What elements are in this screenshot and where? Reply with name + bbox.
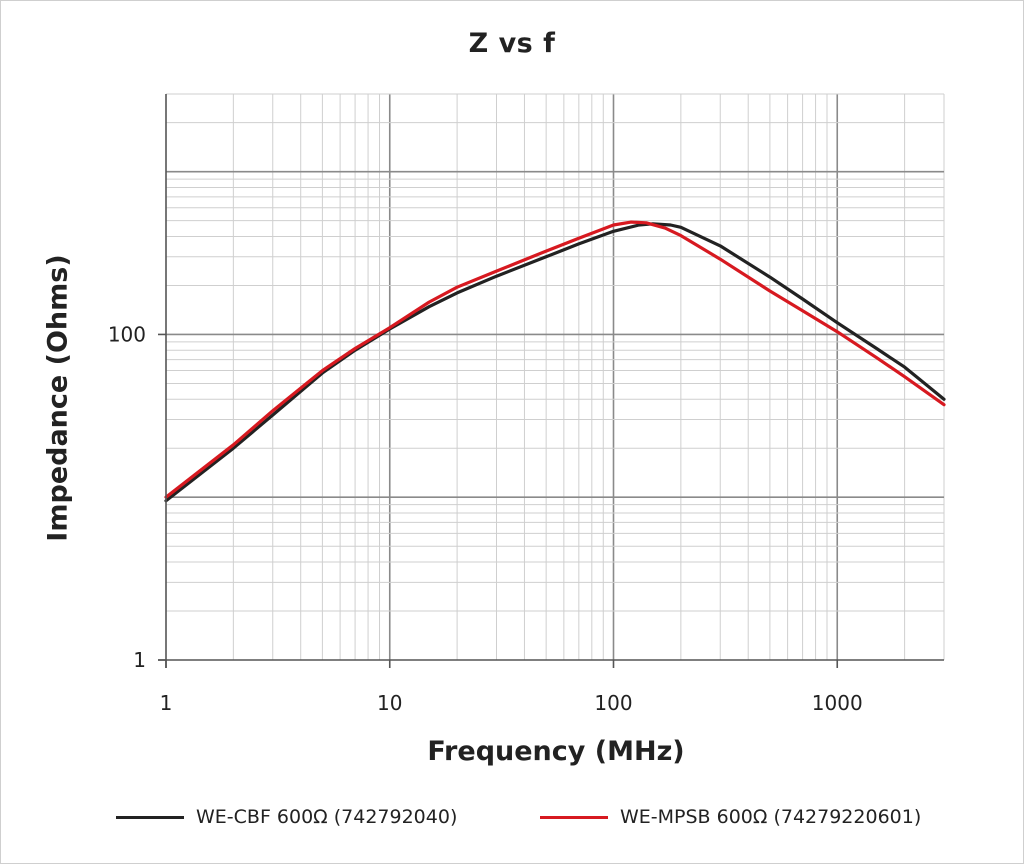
series-line-1 [164, 222, 946, 503]
legend-label-cbf: WE-CBF 600Ω (742792040) [196, 806, 458, 828]
x-tick-label: 100 [594, 691, 632, 715]
y-tick-label: 1 [133, 648, 146, 672]
series-line-2 [164, 220, 946, 499]
legend: WE-CBF 600Ω (742792040) WE-MPSB 600Ω (74… [0, 800, 1024, 840]
legend-item-mpsb: WE-MPSB 600Ω (74279220601) [540, 806, 921, 828]
x-axis-label: Frequency (MHz) [427, 736, 685, 767]
legend-swatch-mpsb [540, 815, 608, 819]
x-tick-label: 1000 [812, 691, 863, 715]
chart-title: Z vs f [468, 28, 556, 59]
y-axis-label: Impedance (Ohms) [42, 254, 74, 542]
y-tick-label: 100 [108, 322, 146, 346]
x-tick-label: 1 [160, 691, 173, 715]
tick-labels: 1 10 100 1000 1 100 [108, 322, 863, 715]
axes [158, 94, 944, 668]
grid [166, 93, 945, 660]
legend-label-mpsb: WE-MPSB 600Ω (74279220601) [620, 806, 922, 828]
legend-swatch-cbf [116, 815, 184, 819]
x-tick-label: 10 [377, 691, 402, 715]
legend-item-cbf: WE-CBF 600Ω (742792040) [116, 806, 457, 828]
series-layer [164, 220, 946, 503]
